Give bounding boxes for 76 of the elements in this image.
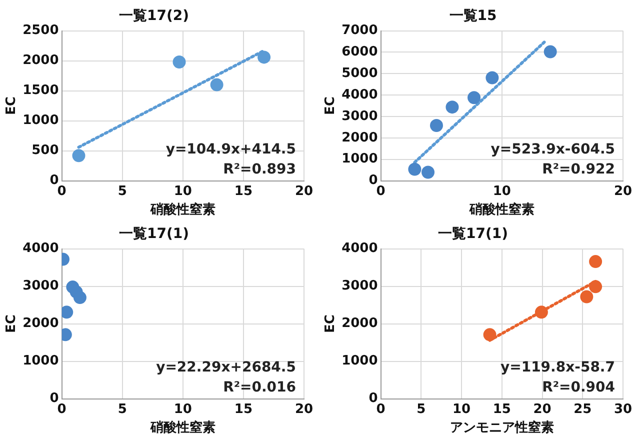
x-tick-label: 20: [294, 184, 314, 199]
x-tick-label: 20: [294, 402, 314, 417]
y-tick-label: 1000: [22, 113, 59, 128]
x-axis-title: 硝酸性窒素: [149, 202, 216, 218]
x-axis-title: 硝酸性窒素: [468, 202, 534, 218]
annotation: R²=0.893: [223, 161, 296, 178]
point: [589, 255, 602, 268]
x-tick-label: 10: [492, 184, 511, 199]
x-tick-label: 15: [234, 184, 252, 199]
x-tick-label: 10: [174, 184, 192, 199]
annotation: R²=0.922: [542, 161, 615, 178]
y-tick-label: 2000: [22, 53, 59, 68]
x-tick-label: 5: [118, 402, 127, 417]
x-tick-label: 25: [574, 402, 592, 417]
x-axis-title: アンモニア性窒素: [450, 420, 554, 436]
y-tick-label: 3000: [342, 278, 378, 294]
point: [172, 56, 186, 68]
point: [589, 280, 602, 294]
point: [486, 71, 499, 84]
y-tick-label: 500: [32, 143, 59, 158]
y-tick-label: 1500: [22, 83, 59, 98]
chart-title: 一覧17(1): [438, 226, 508, 242]
y-tick-label: 0: [50, 173, 59, 188]
y-tick-label: 3000: [22, 278, 59, 294]
y-tick-label: 2500: [22, 23, 59, 38]
point: [72, 149, 86, 162]
point: [534, 306, 548, 319]
y-tick-label: 4000: [342, 241, 378, 256]
y-tick-label: 3000: [342, 108, 378, 124]
annotation: y=119.8x-58.7: [500, 359, 615, 376]
annotation: y=523.9x-604.5: [490, 141, 615, 158]
y-tick-label: 2000: [22, 316, 59, 332]
point: [210, 78, 224, 92]
annotation: R²=0.016: [223, 379, 296, 396]
y-tick-label: 4000: [342, 87, 378, 102]
y-tick-label: 7000: [342, 23, 378, 38]
chart-title: 一覧15: [449, 8, 497, 24]
annotation: y=104.9x+414.5: [166, 141, 296, 158]
point: [408, 162, 422, 176]
point: [483, 328, 496, 342]
y-tick-label: 2000: [342, 130, 378, 146]
x-tick-label: 10: [452, 402, 471, 417]
y-tick-label: 4000: [22, 241, 59, 256]
y-tick-label: 1000: [342, 354, 378, 369]
y-tick-label: 1000: [342, 152, 378, 167]
chart-title: 一覧17(1): [118, 226, 190, 242]
point: [446, 100, 459, 114]
point: [468, 91, 481, 104]
y-tick-label: 6000: [342, 44, 378, 60]
y-axis-title: EC: [323, 96, 338, 116]
annotation: R²=0.904: [542, 379, 616, 396]
x-tick-label: 10: [174, 402, 192, 417]
x-tick-label: 15: [492, 402, 511, 417]
y-axis-title: EC: [4, 314, 20, 334]
point: [430, 119, 443, 132]
y-axis-title: EC: [323, 314, 338, 334]
y-tick-label: 0: [50, 391, 59, 406]
y-tick-label: 0: [368, 173, 378, 188]
annotation: y=22.29x+2684.5: [156, 359, 296, 376]
point: [580, 290, 594, 304]
y-tick-label: 2000: [342, 316, 378, 332]
x-tick-label: 5: [118, 184, 127, 199]
chart-title: 一覧17(2): [118, 8, 190, 24]
y-tick-label: 0: [368, 391, 378, 406]
y-axis-title: EC: [4, 96, 20, 116]
x-tick-label: 20: [533, 402, 552, 417]
y-tick-label: 5000: [342, 66, 378, 82]
x-axis-title: 硝酸性窒素: [149, 420, 216, 436]
point: [544, 45, 557, 58]
x-tick-label: 5: [416, 402, 426, 417]
y-tick-label: 1000: [22, 354, 59, 369]
x-tick-label: 15: [234, 402, 252, 417]
x-tick-label: 20: [614, 184, 632, 199]
point: [258, 50, 271, 64]
point: [422, 166, 435, 179]
x-tick-label: 30: [614, 402, 632, 417]
